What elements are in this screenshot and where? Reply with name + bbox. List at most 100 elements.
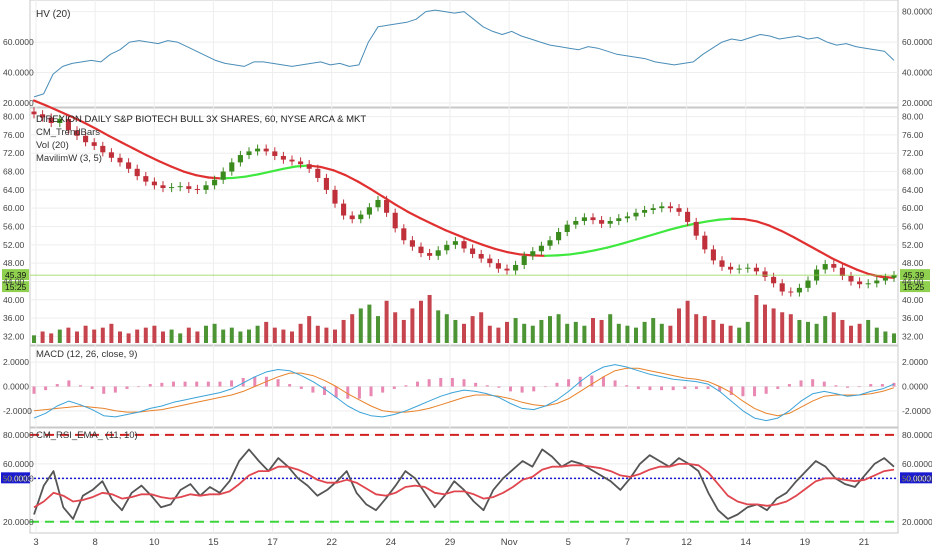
volume-bar bbox=[763, 305, 767, 343]
mavilimw-segment bbox=[109, 136, 121, 142]
candle-body bbox=[410, 240, 415, 246]
candle-body bbox=[642, 210, 647, 213]
macd-hist-bar bbox=[800, 380, 803, 386]
y-tick-label-left: 64.00 bbox=[3, 185, 25, 195]
volume-bar bbox=[557, 314, 561, 343]
candle-body bbox=[694, 222, 699, 236]
candle-body bbox=[350, 216, 355, 220]
volume-bar bbox=[118, 331, 122, 343]
volume-bar bbox=[41, 331, 45, 343]
y-tick-label-left: 56.00 bbox=[3, 222, 25, 232]
mavilimw-segment bbox=[645, 233, 657, 237]
mavilimw-segment bbox=[433, 224, 445, 230]
volume-bar bbox=[840, 320, 844, 343]
volume-bar bbox=[281, 330, 285, 343]
volume-bar bbox=[565, 324, 569, 343]
candle-body bbox=[169, 187, 174, 188]
mavilimw-segment bbox=[146, 155, 158, 161]
y-tick-label-right: 0.0000 bbox=[902, 382, 928, 392]
macd-hist-bar bbox=[753, 387, 756, 397]
candle-body bbox=[780, 283, 785, 291]
candle-body bbox=[384, 200, 389, 213]
volume-bar bbox=[471, 316, 475, 343]
macd-hist-bar bbox=[567, 379, 570, 386]
candle-body bbox=[272, 151, 277, 156]
volume-bar bbox=[789, 314, 793, 343]
volume-bar bbox=[514, 318, 518, 343]
macd-hist-bar bbox=[625, 385, 628, 386]
mavilimw-segment bbox=[720, 219, 732, 220]
macd-hist-bar bbox=[683, 387, 686, 389]
volume-bar bbox=[849, 326, 853, 343]
macd-hist-bar bbox=[811, 379, 814, 386]
y-tick-label-right: 60.0000 bbox=[902, 37, 932, 47]
volume-bar bbox=[591, 318, 595, 343]
candle-body bbox=[212, 180, 217, 185]
volume-bar bbox=[376, 316, 380, 343]
rsi-line bbox=[34, 449, 894, 519]
mavilimw-segment bbox=[782, 231, 794, 237]
volume-bar bbox=[230, 328, 234, 343]
candle-body bbox=[891, 275, 896, 278]
volume-bar bbox=[273, 328, 277, 343]
y-tick-label-right: 68.00 bbox=[902, 167, 924, 177]
volume-bar bbox=[385, 301, 389, 343]
volume-bar bbox=[101, 328, 105, 343]
macd-hist-bar bbox=[474, 383, 477, 387]
price-legend-trendbars: CM_TrendBars bbox=[36, 127, 100, 138]
candle-body bbox=[135, 169, 140, 176]
candle-body bbox=[117, 158, 122, 163]
macd-hist-bar bbox=[195, 382, 198, 387]
macd-hist-bar bbox=[776, 387, 779, 389]
macd-hist-bar bbox=[56, 384, 59, 386]
mavilimw-segment bbox=[358, 182, 370, 189]
volume-bar bbox=[195, 331, 199, 343]
candle-body bbox=[616, 218, 621, 221]
hv-pane bbox=[34, 10, 894, 97]
volume-bar bbox=[668, 326, 672, 343]
macd-hist-bar bbox=[497, 387, 500, 388]
candle-body bbox=[539, 246, 544, 251]
candle-body bbox=[805, 281, 810, 288]
candle-body bbox=[92, 142, 97, 146]
pane-frame-hv bbox=[30, 0, 898, 107]
mavilimw-segment bbox=[857, 270, 869, 275]
volume-bar bbox=[350, 314, 354, 343]
candle-body bbox=[788, 292, 793, 293]
x-tick-label: 24 bbox=[386, 537, 397, 548]
candle-body bbox=[195, 189, 200, 190]
volume-bar bbox=[453, 320, 457, 343]
macd-hist-bar bbox=[416, 382, 419, 387]
candle-body bbox=[229, 162, 234, 171]
macd-hist-bar bbox=[463, 379, 466, 386]
volume-bar bbox=[660, 324, 664, 343]
candle-body bbox=[427, 253, 432, 256]
macd-hist-bar bbox=[869, 384, 872, 386]
grid bbox=[30, 0, 898, 533]
macd-hist-bar bbox=[230, 380, 233, 386]
volume-bar bbox=[247, 330, 251, 343]
volume-bar bbox=[49, 333, 53, 343]
candle-body bbox=[246, 151, 251, 155]
mavilimw-segment bbox=[557, 254, 569, 255]
y-tick-label-right: 60.00 bbox=[902, 203, 924, 213]
volume-bar bbox=[333, 330, 337, 343]
mavilimw-segment bbox=[246, 174, 258, 176]
candle-body bbox=[685, 212, 690, 222]
candle-body bbox=[582, 217, 587, 221]
macd-hist-bar bbox=[439, 378, 442, 387]
candle-body bbox=[857, 281, 862, 284]
mavilimw-segment bbox=[296, 166, 308, 167]
candle-body bbox=[315, 169, 320, 178]
y-tick-label-left: 20.0000 bbox=[3, 98, 34, 108]
mavilimw-segment bbox=[707, 220, 719, 222]
mavilimw-segment bbox=[184, 172, 196, 176]
candle-body bbox=[453, 241, 458, 245]
volume-bar bbox=[643, 322, 647, 343]
mavilimw-segment bbox=[807, 244, 819, 251]
candle-body bbox=[831, 264, 836, 268]
y-tick-label-right: 20.0000 bbox=[902, 98, 932, 108]
volume-bar bbox=[393, 312, 397, 343]
hv-line bbox=[34, 10, 894, 97]
volume-bar bbox=[324, 328, 328, 343]
